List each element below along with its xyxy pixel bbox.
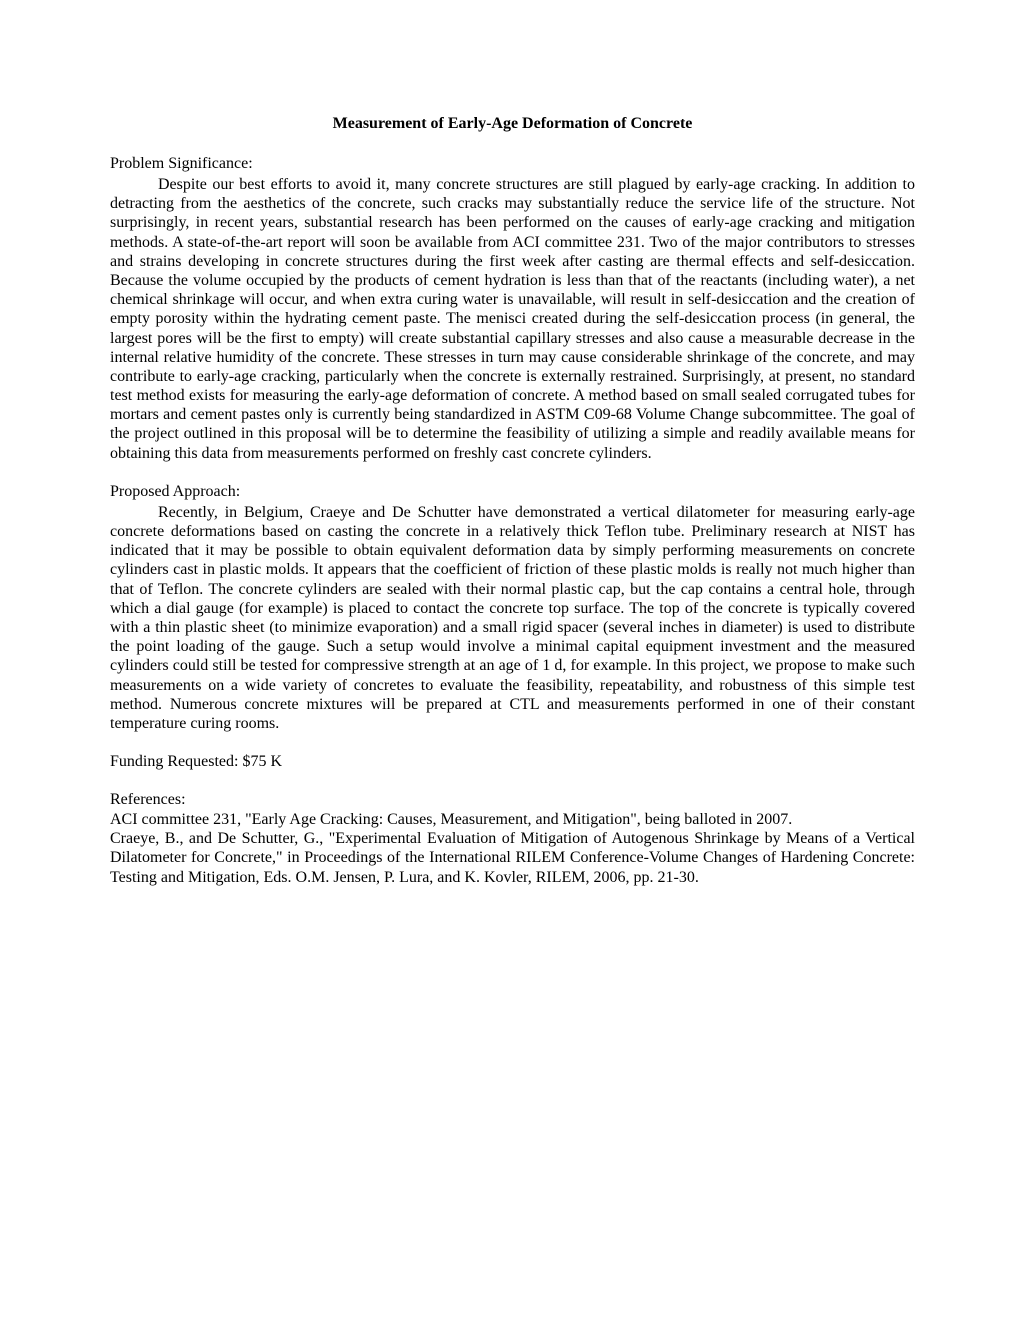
approach-heading: Proposed Approach: bbox=[110, 483, 915, 501]
reference-entry: Craeye, B., and De Schutter, G., "Experi… bbox=[110, 829, 915, 887]
problem-heading: Problem Significance: bbox=[110, 155, 915, 173]
funding-text: Funding Requested: $75 K bbox=[110, 753, 915, 771]
reference-entry: ACI committee 231, "Early Age Cracking: … bbox=[110, 810, 915, 829]
document-title: Measurement of Early-Age Deformation of … bbox=[110, 115, 915, 133]
references-heading: References: bbox=[110, 791, 915, 809]
approach-body: Recently, in Belgium, Craeye and De Schu… bbox=[110, 503, 915, 733]
problem-body: Despite our best efforts to avoid it, ma… bbox=[110, 175, 915, 463]
